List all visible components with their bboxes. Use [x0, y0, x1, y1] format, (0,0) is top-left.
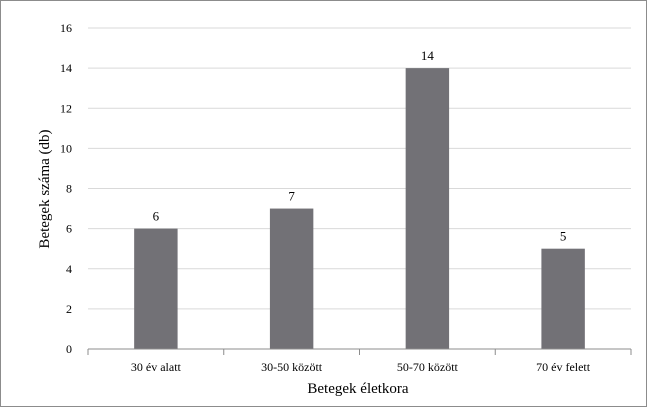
bar — [134, 228, 178, 349]
x-tick-label: 70 év felett — [536, 360, 591, 374]
gridlines — [88, 27, 631, 310]
y-tick-label: 16 — [60, 21, 72, 35]
x-tick-label: 30-50 között — [261, 360, 323, 374]
y-tick-label: 2 — [66, 302, 72, 316]
bar — [269, 208, 314, 349]
y-tick-label: 6 — [66, 222, 72, 236]
data-label: 6 — [153, 209, 160, 224]
x-axis-ticks: 30 év alatt 30-50 között 50-70 között 70 év… — [87, 349, 632, 374]
data-label: 7 — [288, 189, 295, 204]
y-axis-ticks: 0 2 4 6 8 10 12 14 16 — [60, 21, 72, 356]
y-tick-label: 8 — [66, 182, 72, 196]
data-label: 14 — [421, 48, 435, 63]
x-tick-label: 50-70 között — [397, 360, 459, 374]
bars — [134, 68, 585, 349]
bar — [405, 68, 450, 349]
y-tick-label: 4 — [66, 262, 72, 276]
y-tick-label: 14 — [60, 61, 72, 75]
x-tick-label: 30 év alatt — [131, 360, 182, 374]
y-tick-label: 10 — [60, 141, 72, 155]
y-tick-label: 12 — [60, 101, 72, 115]
x-axis-title: Betegek életkora — [307, 381, 409, 397]
y-tick-label: 0 — [66, 342, 72, 356]
data-labels: 6 7 14 5 — [153, 48, 567, 244]
data-label: 5 — [560, 229, 567, 244]
bar — [541, 248, 585, 349]
y-axis-title: Betegek száma (db) — [37, 129, 53, 248]
